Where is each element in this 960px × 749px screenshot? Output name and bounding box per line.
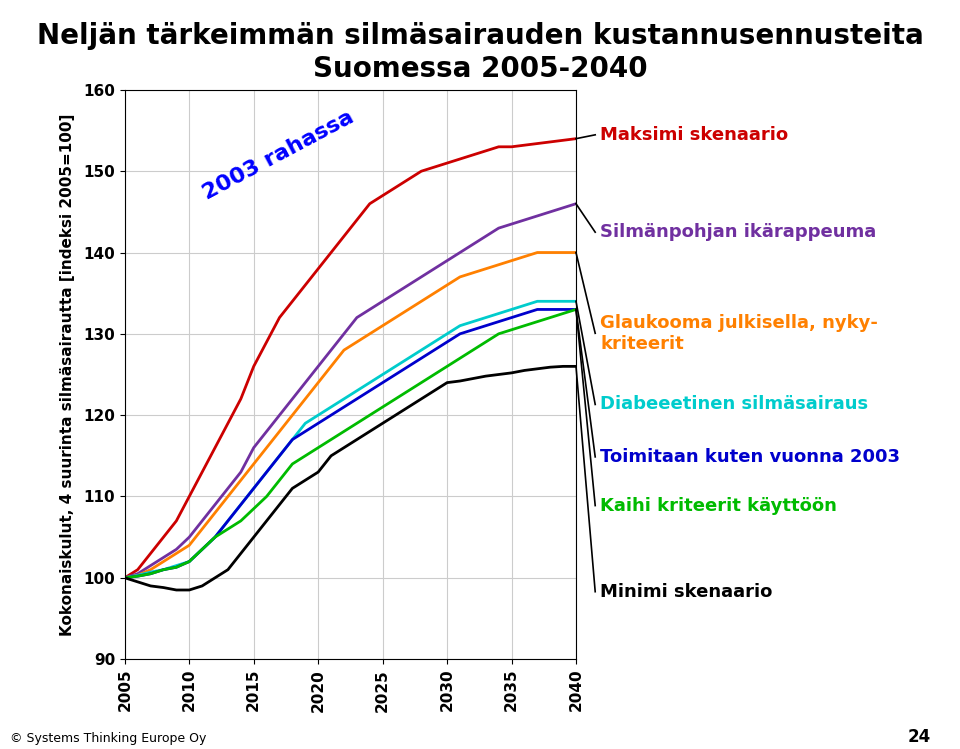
Text: 24: 24: [908, 727, 931, 745]
Text: Kaihi kriteerit käyttöön: Kaihi kriteerit käyttöön: [600, 497, 837, 515]
Text: © Systems Thinking Europe Oy: © Systems Thinking Europe Oy: [10, 732, 206, 745]
Text: Toimitaan kuten vuonna 2003: Toimitaan kuten vuonna 2003: [600, 448, 900, 466]
Text: Neljän tärkeimmän silmäsairauden kustannusennusteita
Suomessa 2005-2040: Neljän tärkeimmän silmäsairauden kustann…: [36, 22, 924, 83]
Y-axis label: Kokonaiskulut, 4 suurinta silmäsairautta [indeksi 2005=100]: Kokonaiskulut, 4 suurinta silmäsairautta…: [60, 113, 75, 636]
Text: Maksimi skenaario: Maksimi skenaario: [600, 126, 788, 144]
Text: 2003 rahassa: 2003 rahassa: [200, 107, 357, 204]
Text: Silmänpohjan ikärappeuma: Silmänpohjan ikärappeuma: [600, 223, 876, 241]
Text: Glaukooma julkisella, nyky-
kriteerit: Glaukooma julkisella, nyky- kriteerit: [600, 314, 877, 353]
Text: Minimi skenaario: Minimi skenaario: [600, 583, 773, 601]
Text: Diabeeetinen silmäsairaus: Diabeeetinen silmäsairaus: [600, 395, 868, 413]
